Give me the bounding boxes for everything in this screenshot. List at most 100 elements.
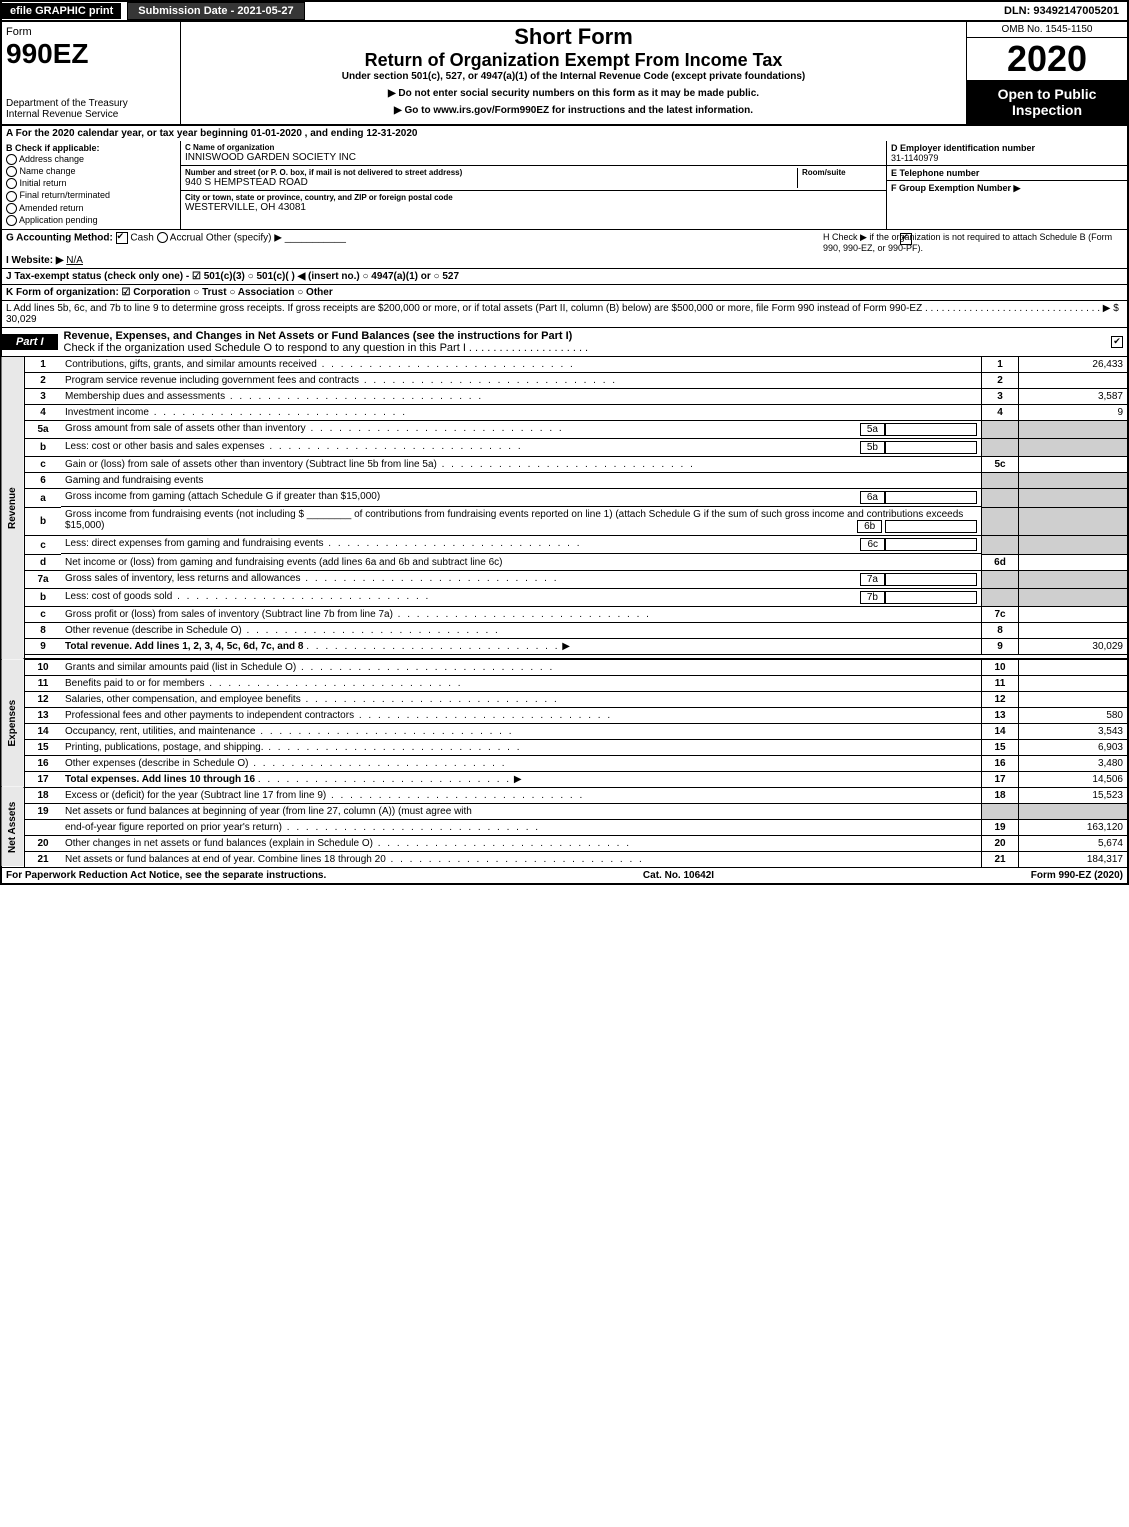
other-specify: Other (specify) ▶: [206, 232, 282, 243]
chk-cash[interactable]: [116, 232, 128, 244]
addr-label: Number and street (or P. O. box, if mail…: [185, 168, 797, 177]
g-label: G Accounting Method:: [6, 232, 113, 243]
city-cell: City or town, state or province, country…: [181, 191, 886, 215]
city-state-zip: WESTERVILLE, OH 43081: [185, 202, 882, 213]
line-6d: dNet income or (loss) from gaming and fu…: [1, 554, 1128, 570]
footer-left: For Paperwork Reduction Act Notice, see …: [6, 870, 326, 881]
ssn-notice: ▶ Do not enter social security numbers o…: [187, 88, 960, 99]
main-title: Return of Organization Exempt From Incom…: [187, 50, 960, 71]
line-10: Expenses 10Grants and similar amounts pa…: [1, 659, 1128, 676]
open-public: Open to Public Inspection: [967, 80, 1127, 124]
l-text: L Add lines 5b, 6c, and 7b to line 9 to …: [6, 303, 1119, 325]
phone-cell: E Telephone number: [887, 166, 1127, 181]
dept-irs: Internal Revenue Service: [6, 109, 176, 120]
part1-label: Part I: [2, 334, 58, 350]
footer-mid: Cat. No. 10642I: [643, 870, 714, 881]
website-value: N/A: [66, 255, 83, 266]
org-name: INNISWOOD GARDEN SOCIETY INC: [185, 152, 882, 163]
form-label: Form: [6, 26, 176, 38]
line-9: 9Total revenue. Add lines 1, 2, 3, 4, 5c…: [1, 639, 1128, 655]
b-header: B Check if applicable:: [6, 143, 176, 153]
room-label: Room/suite: [802, 168, 882, 177]
line-1: Revenue 1Contributions, gifts, grants, a…: [1, 357, 1128, 373]
top-bar: efile GRAPHIC print Submission Date - 20…: [0, 0, 1129, 22]
ein-value: 31-1140979: [891, 153, 1123, 163]
footer-right: Form 990-EZ (2020): [1031, 870, 1123, 881]
section-b: B Check if applicable: Address change Na…: [2, 141, 181, 229]
line-2: 2Program service revenue including gover…: [1, 372, 1128, 388]
line-12: 12Salaries, other compensation, and empl…: [1, 691, 1128, 707]
form-code: 990EZ: [6, 38, 176, 70]
line-14: 14Occupancy, rent, utilities, and mainte…: [1, 723, 1128, 739]
chk-final-return[interactable]: Final return/terminated: [6, 190, 176, 201]
chk-schedule-b[interactable]: [900, 233, 912, 245]
d-label: D Employer identification number: [891, 143, 1123, 153]
address-cell: Number and street (or P. O. box, if mail…: [181, 166, 886, 191]
line-18: Net Assets 18Excess or (deficit) for the…: [1, 787, 1128, 803]
chk-initial-return[interactable]: Initial return: [6, 178, 176, 189]
header-right: OMB No. 1545-1150 2020 Open to Public In…: [966, 22, 1127, 124]
line-19a: 19Net assets or fund balances at beginni…: [1, 803, 1128, 819]
expenses-label: Expenses: [1, 659, 25, 788]
goto-link[interactable]: ▶ Go to www.irs.gov/Form990EZ for instru…: [187, 105, 960, 116]
e-label: E Telephone number: [891, 168, 1123, 178]
short-form-title: Short Form: [187, 24, 960, 50]
line-6a: a Gross income from gaming (attach Sched…: [1, 489, 1128, 508]
header-mid: Short Form Return of Organization Exempt…: [181, 22, 966, 124]
part1-title-text: Revenue, Expenses, and Changes in Net As…: [64, 330, 573, 342]
part1-sub: Check if the organization used Schedule …: [64, 342, 589, 354]
line-j: J Tax-exempt status (check only one) - ☑…: [0, 269, 1129, 285]
line-11: 11Benefits paid to or for members 11: [1, 675, 1128, 691]
line-h: H Check ▶ if the organization is not req…: [823, 232, 1123, 266]
chk-pending[interactable]: Application pending: [6, 215, 176, 226]
dept-treasury: Department of the Treasury: [6, 98, 176, 109]
form-header: Form 990EZ Department of the Treasury In…: [0, 22, 1129, 126]
line-5c: cGain or (loss) from sale of assets othe…: [1, 457, 1128, 473]
part1-title: Revenue, Expenses, and Changes in Net As…: [58, 328, 1107, 356]
f-label: F Group Exemption Number ▶: [891, 183, 1020, 193]
chk-address-change[interactable]: Address change: [6, 154, 176, 165]
line-5a: 5a Gross amount from sale of assets othe…: [1, 420, 1128, 439]
chk-schedule-o[interactable]: [1111, 336, 1123, 348]
k-text: K Form of organization: ☑ Corporation ○ …: [6, 287, 333, 298]
line-6c: c Less: direct expenses from gaming and …: [1, 536, 1128, 555]
efile-label[interactable]: efile GRAPHIC print: [2, 3, 121, 19]
line-a: A For the 2020 calendar year, or tax yea…: [0, 126, 1129, 141]
under-section: Under section 501(c), 527, or 4947(a)(1)…: [187, 71, 960, 82]
section-c: C Name of organization INNISWOOD GARDEN …: [181, 141, 887, 229]
line-15: 15Printing, publications, postage, and s…: [1, 739, 1128, 755]
line-4: 4Investment income 49: [1, 404, 1128, 420]
line-19b: end-of-year figure reported on prior yea…: [1, 819, 1128, 835]
revenue-label: Revenue: [1, 357, 25, 659]
group-cell: F Group Exemption Number ▶: [887, 181, 1127, 196]
ein-cell: D Employer identification number 31-1140…: [887, 141, 1127, 166]
h-text: H Check ▶ if the organization is not req…: [823, 232, 1112, 253]
line-7c: cGross profit or (loss) from sales of in…: [1, 607, 1128, 623]
line-16: 16Other expenses (describe in Schedule O…: [1, 755, 1128, 771]
lines-table: Revenue 1Contributions, gifts, grants, a…: [0, 357, 1129, 868]
line-7b: b Less: cost of goods sold 7b: [1, 589, 1128, 607]
chk-amended[interactable]: Amended return: [6, 203, 176, 214]
submission-date: Submission Date - 2021-05-27: [127, 2, 304, 20]
org-info: B Check if applicable: Address change Na…: [0, 141, 1129, 230]
line-7a: 7a Gross sales of inventory, less return…: [1, 570, 1128, 589]
line-k: K Form of organization: ☑ Corporation ○ …: [0, 285, 1129, 301]
line-5b: b Less: cost or other basis and sales ex…: [1, 439, 1128, 457]
street-address: 940 S HEMPSTEAD ROAD: [185, 177, 797, 188]
page-footer: For Paperwork Reduction Act Notice, see …: [0, 868, 1129, 885]
c-name-label: C Name of organization: [185, 143, 882, 152]
part1-header: Part I Revenue, Expenses, and Changes in…: [0, 328, 1129, 357]
chk-name-change[interactable]: Name change: [6, 166, 176, 177]
net-assets-label: Net Assets: [1, 787, 25, 867]
chk-accrual[interactable]: [157, 232, 168, 243]
line-8: 8Other revenue (describe in Schedule O) …: [1, 623, 1128, 639]
city-label: City or town, state or province, country…: [185, 193, 882, 202]
line-20: 20Other changes in net assets or fund ba…: [1, 835, 1128, 851]
line-6: 6Gaming and fundraising events: [1, 473, 1128, 489]
dln-label: DLN: 93492147005201: [996, 3, 1127, 19]
header-left: Form 990EZ Department of the Treasury In…: [2, 22, 181, 124]
line-17: 17Total expenses. Add lines 10 through 1…: [1, 771, 1128, 787]
right-info: D Employer identification number 31-1140…: [887, 141, 1127, 229]
line-l: L Add lines 5b, 6c, and 7b to line 9 to …: [0, 301, 1129, 328]
line-13: 13Professional fees and other payments t…: [1, 707, 1128, 723]
